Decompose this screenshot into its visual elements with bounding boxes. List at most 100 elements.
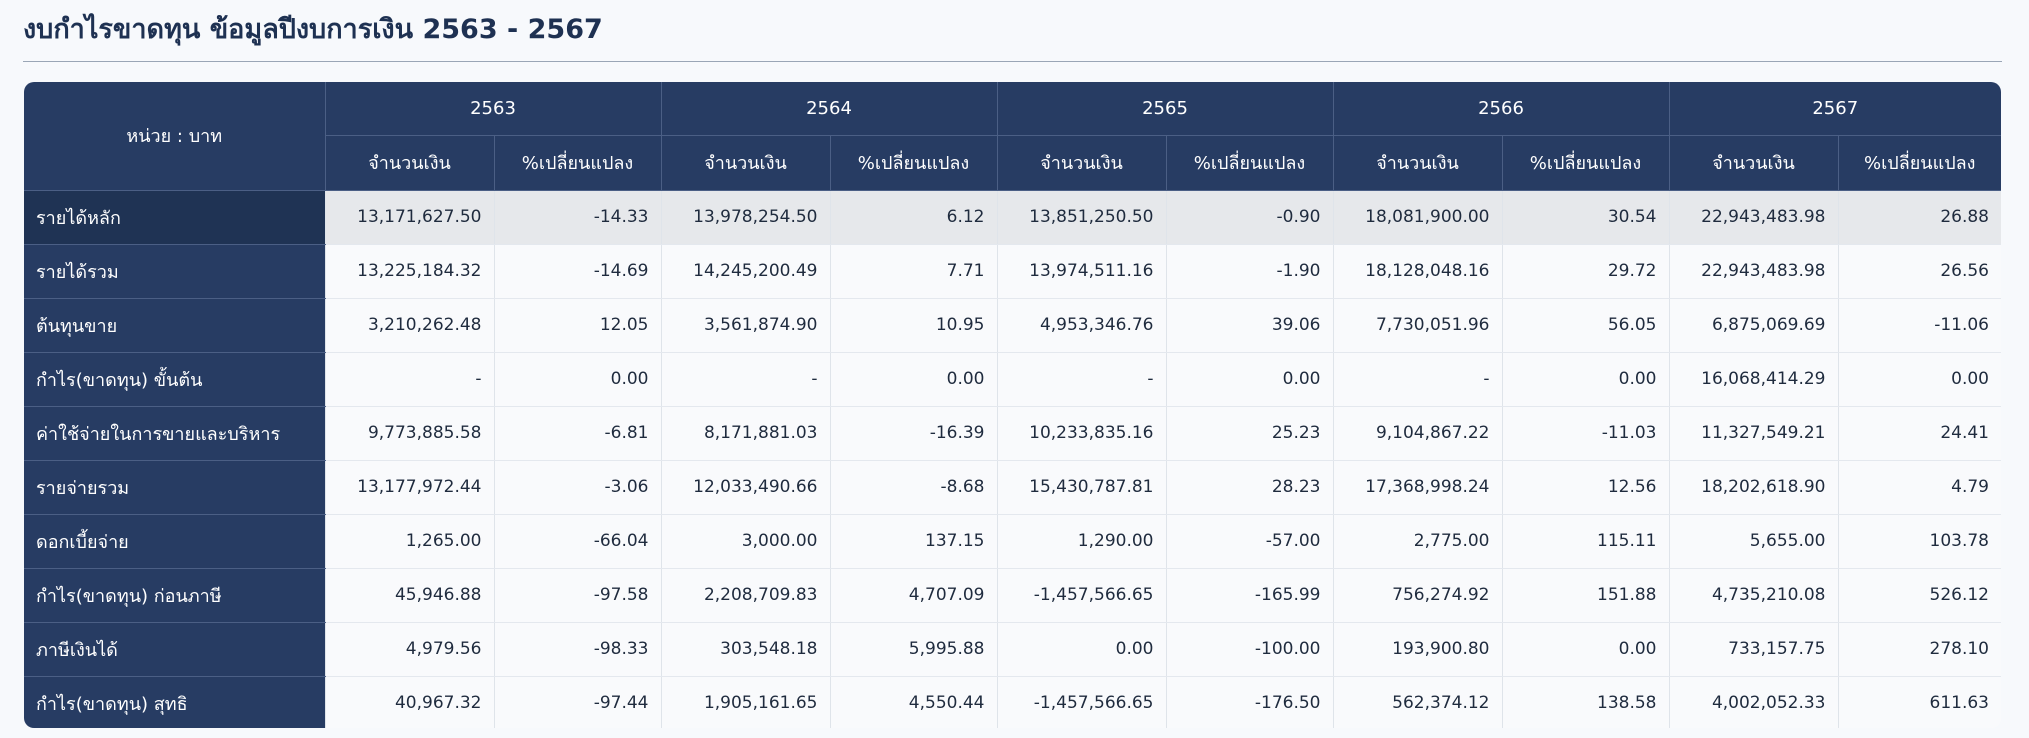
pct-change-cell: -98.33 <box>493 622 661 677</box>
pct-change-cell: 151.88 <box>1501 568 1669 623</box>
year-header: 2563 <box>324 82 661 136</box>
row-label: ดอกเบี้ยจ่าย <box>24 514 325 569</box>
amount-cell: - <box>324 352 494 407</box>
amount-cell: 1,290.00 <box>996 514 1166 569</box>
pct-change-cell: 6.12 <box>829 190 997 245</box>
year-header: 2566 <box>1332 82 1669 136</box>
amount-cell: 4,002,052.33 <box>1668 676 1838 728</box>
pct-change-cell: 0.00 <box>493 352 661 407</box>
amount-cell: 1,905,161.65 <box>660 676 830 728</box>
row-label: กำไร(ขาดทุน) ก่อนภาษี <box>24 568 325 623</box>
table-row: กำไร(ขาดทุน) ขั้นต้น -0.00-0.00-0.00-0.00… <box>24 352 2001 407</box>
amount-cell: 16,068,414.29 <box>1668 352 1838 407</box>
pct-change-cell: -6.81 <box>493 406 661 461</box>
row-label: ภาษีเงินได้ <box>24 622 325 677</box>
amount-cell: 303,548.18 <box>660 622 830 677</box>
title-divider <box>23 61 2002 62</box>
amount-header: จำนวนเงิน <box>324 135 494 191</box>
pct-change-cell: 526.12 <box>1837 568 2001 623</box>
pct-change-cell: 4.79 <box>1837 460 2001 515</box>
amount-cell: 13,225,184.32 <box>324 244 494 299</box>
page-title: งบกำไรขาดทุน ข้อมูลปีงบการเงิน 2563 - 25… <box>23 14 603 45</box>
pct-change-cell: 0.00 <box>1837 352 2001 407</box>
row-label: กำไร(ขาดทุน) ขั้นต้น <box>24 352 325 407</box>
amount-cell: 3,561,874.90 <box>660 298 830 353</box>
amount-cell: 2,208,709.83 <box>660 568 830 623</box>
pct-change-cell: -100.00 <box>1165 622 1333 677</box>
amount-header: จำนวนเงิน <box>660 135 830 191</box>
pct-change-cell: -14.33 <box>493 190 661 245</box>
subheader-row: จำนวนเงิน %เปลี่ยนแปลง จำนวนเงิน %เปลี่ย… <box>24 135 2001 191</box>
amount-header: จำนวนเงิน <box>996 135 1166 191</box>
table-row: กำไร(ขาดทุน) ก่อนภาษี 45,946.88 -97.58 2,20… <box>24 568 2001 623</box>
pct-change-cell: 0.00 <box>1165 352 1333 407</box>
pct-change-cell: 29.72 <box>1501 244 1669 299</box>
amount-cell: 733,157.75 <box>1668 622 1838 677</box>
row-label: รายจ่ายรวม <box>24 460 325 515</box>
pct-change-cell: 278.10 <box>1837 622 2001 677</box>
amount-cell: 3,000.00 <box>660 514 830 569</box>
pct-change-header: %เปลี่ยนแปลง <box>1837 135 2001 191</box>
amount-cell: 10,233,835.16 <box>996 406 1166 461</box>
pct-change-cell: -11.03 <box>1501 406 1669 461</box>
pct-change-cell: -57.00 <box>1165 514 1333 569</box>
amount-cell: 13,974,511.16 <box>996 244 1166 299</box>
amount-cell: 18,202,618.90 <box>1668 460 1838 515</box>
income-statement-table-container: หน่วย : บาท 2563 2564 2565 2566 2567 จำน… <box>24 82 2001 728</box>
table-row: ต้นทุนขาย 3,210,262.48 12.05 3,561,874.90 10… <box>24 298 2001 353</box>
amount-cell: 193,900.80 <box>1332 622 1502 677</box>
pct-change-cell: 7.71 <box>829 244 997 299</box>
amount-cell: 17,368,998.24 <box>1332 460 1502 515</box>
amount-cell: 22,943,483.98 <box>1668 244 1838 299</box>
year-header: 2564 <box>660 82 997 136</box>
row-label: ต้นทุนขาย <box>24 298 325 353</box>
amount-cell: 13,177,972.44 <box>324 460 494 515</box>
pct-change-cell: 10.95 <box>829 298 997 353</box>
pct-change-cell: 30.54 <box>1501 190 1669 245</box>
pct-change-cell: 115.11 <box>1501 514 1669 569</box>
table-row: ภาษีเงินได้ 4,979.56 -98.33 303,548.18 5,995… <box>24 622 2001 677</box>
pct-change-cell: 12.05 <box>493 298 661 353</box>
amount-header: จำนวนเงิน <box>1668 135 1838 191</box>
amount-cell: - <box>996 352 1166 407</box>
row-label: ค่าใช้จ่ายในการขายและบริหาร <box>24 406 325 461</box>
amount-cell: 1,265.00 <box>324 514 494 569</box>
amount-cell: 562,374.12 <box>1332 676 1502 728</box>
amount-cell: 11,327,549.21 <box>1668 406 1838 461</box>
pct-change-cell: -1.90 <box>1165 244 1333 299</box>
amount-cell: 13,851,250.50 <box>996 190 1166 245</box>
table-body: รายได้หลัก 13,171,627.50 -14.33 13,978,254.… <box>24 190 2001 728</box>
row-label: รายได้รวม <box>24 244 325 299</box>
amount-cell: -1,457,566.65 <box>996 676 1166 728</box>
pct-change-cell: 103.78 <box>1837 514 2001 569</box>
amount-cell: 8,171,881.03 <box>660 406 830 461</box>
pct-change-cell: 56.05 <box>1501 298 1669 353</box>
amount-header: จำนวนเงิน <box>1332 135 1502 191</box>
amount-cell: 6,875,069.69 <box>1668 298 1838 353</box>
table-row: รายจ่ายรวม 13,177,972.44 -3.06 12,033,490.6… <box>24 460 2001 515</box>
amount-cell: 22,943,483.98 <box>1668 190 1838 245</box>
pct-change-cell: -11.06 <box>1837 298 2001 353</box>
pct-change-cell: 5,995.88 <box>829 622 997 677</box>
amount-cell: 13,978,254.50 <box>660 190 830 245</box>
pct-change-cell: 12.56 <box>1501 460 1669 515</box>
pct-change-cell: -0.90 <box>1165 190 1333 245</box>
pct-change-cell: 4,707.09 <box>829 568 997 623</box>
amount-cell: 9,773,885.58 <box>324 406 494 461</box>
income-statement-table: หน่วย : บาท 2563 2564 2565 2566 2567 จำน… <box>24 82 2001 728</box>
year-header: 2565 <box>996 82 1333 136</box>
pct-change-cell: -14.69 <box>493 244 661 299</box>
amount-cell: 4,953,346.76 <box>996 298 1166 353</box>
pct-change-cell: 28.23 <box>1165 460 1333 515</box>
pct-change-header: %เปลี่ยนแปลง <box>1165 135 1333 191</box>
pct-change-cell: 26.56 <box>1837 244 2001 299</box>
year-header-row: หน่วย : บาท 2563 2564 2565 2566 2567 <box>24 82 2001 191</box>
amount-cell: 18,081,900.00 <box>1332 190 1502 245</box>
pct-change-cell: -165.99 <box>1165 568 1333 623</box>
amount-cell: 3,210,262.48 <box>324 298 494 353</box>
row-label: รายได้หลัก <box>24 190 325 245</box>
pct-change-cell: 138.58 <box>1501 676 1669 728</box>
amount-cell: - <box>660 352 830 407</box>
pct-change-cell: -97.44 <box>493 676 661 728</box>
amount-cell: 756,274.92 <box>1332 568 1502 623</box>
